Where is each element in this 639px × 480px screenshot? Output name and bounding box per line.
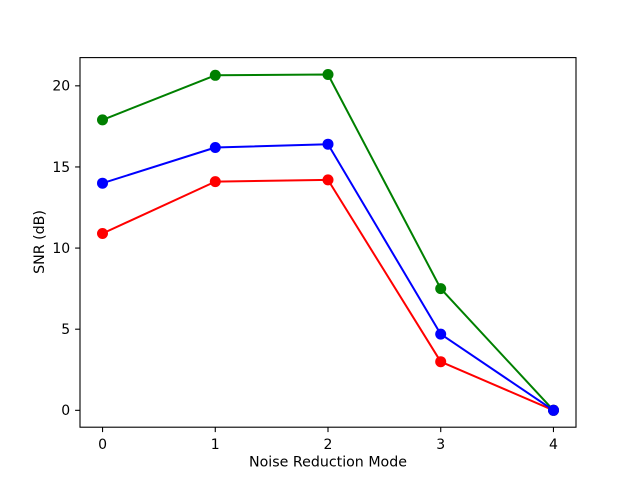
x-tick-label: 1 xyxy=(211,437,220,453)
data-point-blue xyxy=(548,404,559,416)
y-tick-label: 5 xyxy=(61,322,70,338)
y-tick-label: 0 xyxy=(61,403,70,419)
data-point-green xyxy=(435,283,447,295)
data-point-green xyxy=(97,114,108,126)
data-point-blue xyxy=(435,328,447,340)
data-point-blue xyxy=(97,177,108,189)
data-point-blue xyxy=(322,138,334,150)
plot-area: 0 1 2 3 4 0 5 10 15 20 xyxy=(52,57,577,453)
data-point-green xyxy=(322,69,334,80)
data-point-red xyxy=(322,174,334,186)
data-point-red xyxy=(97,228,108,239)
x-tick-label: 3 xyxy=(436,437,445,453)
y-tick-label: 20 xyxy=(52,79,70,95)
series-line-green xyxy=(102,73,555,411)
y-tick-label: 15 xyxy=(52,160,70,176)
data-point-blue xyxy=(209,142,221,153)
y-tick-label: 10 xyxy=(52,241,70,257)
plot-border xyxy=(79,57,577,428)
y-axis-label: SNR (dB) xyxy=(32,210,48,274)
series-line-red xyxy=(102,178,554,412)
x-tick-label: 0 xyxy=(98,437,107,453)
x-tick-label: 4 xyxy=(549,437,558,453)
x-axis-label: Noise Reduction Mode xyxy=(249,455,407,471)
x-tick-label: 2 xyxy=(324,437,333,453)
data-point-red xyxy=(209,176,221,188)
data-point-red xyxy=(435,356,447,368)
data-point-green xyxy=(209,69,221,81)
